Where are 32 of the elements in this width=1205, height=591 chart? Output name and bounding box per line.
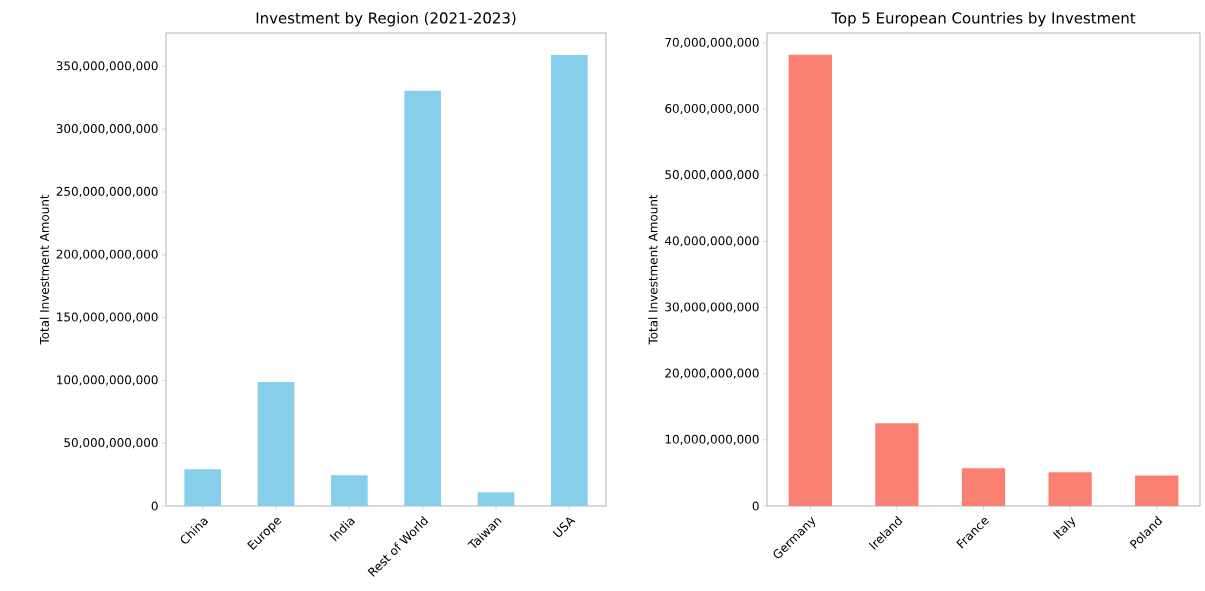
bar (331, 475, 368, 506)
bar (788, 54, 832, 506)
y-tick-label: 40,000,000,000 (665, 236, 759, 247)
y-axis-title: Total Investment Amount (39, 194, 49, 345)
y-axis-title: Total Investment Amount (648, 194, 658, 345)
y-tick-label: 30,000,000,000 (665, 302, 759, 313)
bar (1048, 472, 1092, 506)
bar (1135, 475, 1179, 506)
bar (404, 90, 442, 506)
chart-title: Top 5 European Countries by Investment (831, 12, 1136, 27)
x-tick-label: USA (552, 517, 576, 537)
bar (875, 423, 919, 506)
y-tick-label: 350,000,000,000 (56, 61, 158, 72)
bar (184, 469, 222, 506)
chart-title: Investment by Region (2021-2023) (256, 12, 516, 27)
bar (257, 382, 295, 506)
bar (961, 468, 1006, 506)
y-tick-label: 300,000,000,000 (56, 124, 158, 135)
y-tick-label: 250,000,000,000 (56, 186, 158, 198)
y-tick-label: 70,000,000,000 (665, 37, 759, 49)
bar (551, 55, 588, 506)
y-tick-label: 60,000,000,000 (665, 103, 759, 115)
y-tick-label: 10,000,000,000 (665, 434, 759, 445)
y-tick-label: 100,000,000,000 (57, 375, 158, 386)
y-tick-label: 200,000,000,000 (56, 249, 158, 260)
y-tick-label: 50,000,000,000 (665, 170, 759, 181)
y-tick-label: 0 (752, 501, 759, 511)
bar (477, 492, 515, 506)
y-tick-label: 150,000,000,000 (57, 312, 158, 323)
y-tick-label: 0 (151, 501, 158, 511)
y-tick-label: 20,000,000,000 (665, 368, 759, 379)
y-tick-label: 50,000,000,000 (64, 438, 158, 449)
